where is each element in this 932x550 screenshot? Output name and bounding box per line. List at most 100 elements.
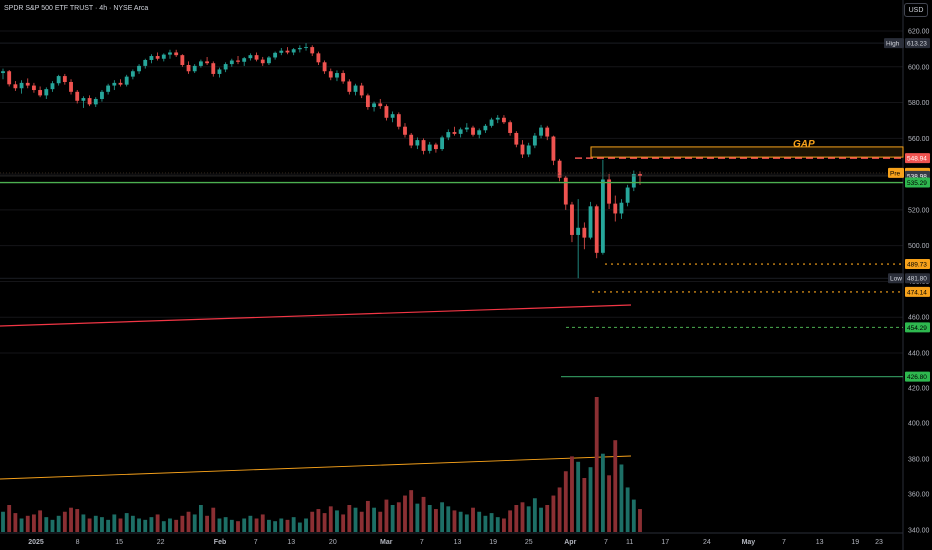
red-trend-line	[0, 304, 632, 327]
volume-tick-label: 400.00	[908, 421, 930, 428]
candle	[291, 47, 296, 56]
volume-bar	[168, 518, 172, 532]
volume-bar	[625, 487, 630, 532]
price-marker-box	[905, 38, 930, 49]
candle-body	[161, 54, 166, 59]
candle-body	[619, 202, 624, 214]
volume-bar	[427, 505, 432, 532]
candle	[625, 184, 630, 207]
volume-bar	[570, 456, 574, 532]
volume-bar	[279, 518, 284, 532]
candle	[229, 58, 234, 67]
volume-bar	[489, 513, 494, 532]
candle	[297, 45, 302, 53]
candle-body	[291, 49, 296, 53]
candle	[433, 142, 438, 153]
volume-bar	[495, 517, 500, 532]
candle	[236, 56, 240, 65]
candle	[130, 69, 135, 80]
candle-body	[396, 114, 401, 127]
candle-body	[322, 62, 327, 72]
time-tick-label: 15	[115, 539, 123, 546]
time-axis: 2025 8 15 22 Feb 7 13 20 Mar 7 13 19 25 Apr 7 11 17 24 May…	[28, 539, 883, 546]
orange-trend-line	[0, 455, 632, 480]
candle	[551, 135, 556, 166]
candle	[341, 70, 346, 84]
candle	[155, 52, 160, 61]
candle-body	[625, 187, 630, 203]
price-marker-box	[905, 322, 930, 333]
candle-body	[477, 130, 482, 135]
volume-bar	[545, 505, 550, 532]
candle-body	[192, 65, 197, 72]
volume-bar	[458, 511, 463, 532]
candle-body	[316, 53, 321, 63]
candle	[539, 124, 543, 139]
candle-body	[38, 90, 43, 96]
volume-bar	[520, 502, 525, 532]
volume-bar	[205, 515, 210, 532]
candle-body	[384, 106, 389, 118]
candle	[570, 201, 574, 243]
price-markers: 613.23High548.94540.66Pre538.98535.29489…	[884, 38, 930, 382]
volume-bar	[180, 515, 185, 532]
volume-bar	[19, 518, 24, 532]
candle-body	[236, 60, 240, 62]
currency-button[interactable]: USD	[904, 3, 928, 17]
candle-body	[520, 144, 525, 155]
volume-bar	[87, 518, 92, 532]
candle-body	[168, 52, 172, 55]
candle	[582, 222, 587, 250]
volume-bar	[223, 517, 228, 532]
candle	[328, 68, 333, 81]
candle	[304, 43, 308, 51]
price-marker-value: 426.80	[907, 374, 927, 381]
candle-body	[44, 89, 49, 96]
candle	[192, 64, 197, 74]
candle-body	[347, 81, 352, 92]
volume-bar	[25, 515, 30, 532]
volume-bar	[594, 397, 599, 532]
volume-bar	[192, 514, 197, 532]
price-marker-box	[905, 153, 930, 164]
time-tick-label: 2025	[28, 539, 44, 546]
volume-bar	[452, 510, 457, 532]
price-marker: 613.23 High	[884, 38, 930, 49]
candle-body	[613, 203, 618, 214]
time-tick-label: 13	[816, 539, 824, 546]
volume-bar	[310, 511, 315, 532]
price-tick-label: 500.00	[908, 243, 930, 250]
candle	[198, 59, 203, 68]
price-marker-value: 538.98	[907, 173, 927, 180]
volume-bar	[582, 478, 587, 532]
candle	[25, 78, 30, 89]
candle	[32, 82, 36, 93]
candle-body	[1, 71, 5, 74]
volume-bar	[539, 507, 543, 532]
price-marker: 426.80	[905, 371, 930, 382]
candle-body	[81, 98, 86, 101]
candle	[607, 174, 611, 209]
candle	[217, 67, 222, 78]
time-tick-label: 11	[626, 539, 633, 546]
volume-bar	[229, 519, 234, 532]
price-marker-value: 489.73	[907, 262, 927, 269]
candle-body	[124, 76, 129, 85]
volume-tick-label: 380.00	[908, 457, 930, 464]
candle	[427, 141, 432, 154]
candle-body	[526, 145, 531, 155]
candle	[316, 51, 321, 65]
candle	[594, 204, 599, 259]
candle	[421, 138, 426, 155]
volume-bar	[471, 507, 475, 532]
volume-bar	[341, 514, 346, 532]
grid-lines	[0, 30, 903, 354]
time-tick-label: 7	[782, 539, 786, 546]
candle-body	[19, 82, 24, 89]
candle	[471, 125, 475, 137]
volume-bar	[353, 507, 358, 532]
candle	[242, 56, 247, 66]
price-tick-label: 460.00	[908, 315, 930, 322]
candle-body	[248, 55, 253, 59]
